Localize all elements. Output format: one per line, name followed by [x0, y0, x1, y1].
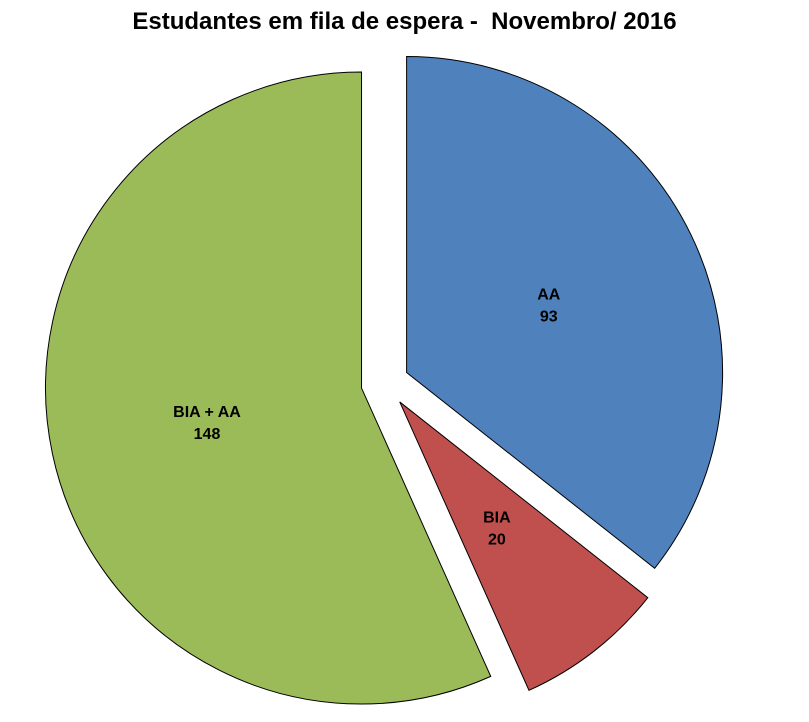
pie-slice-bia	[399, 401, 649, 691]
slice-label: BIA	[483, 510, 511, 527]
chart-title: Estudantes em fila de espera - Novembro/…	[132, 8, 677, 35]
slice-value: 148	[194, 426, 221, 443]
slice-value: 20	[488, 532, 506, 549]
slice-value: 93	[540, 309, 558, 326]
pie-slice-aa	[406, 56, 724, 569]
slice-label: BIA + AA	[173, 404, 241, 421]
pie-slice-bia-aa	[45, 71, 492, 705]
slice-label: AA	[537, 287, 561, 304]
